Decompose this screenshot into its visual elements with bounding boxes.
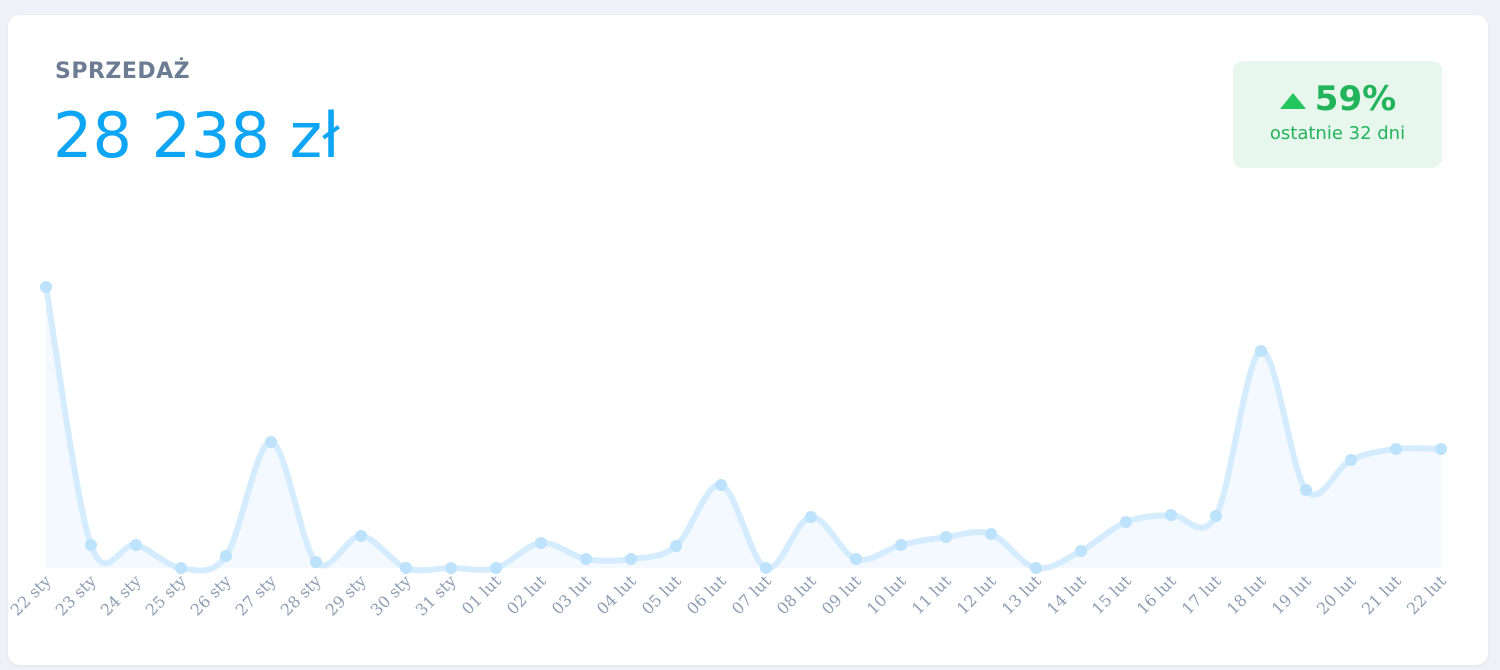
point (1120, 515, 1132, 528)
area (46, 287, 1441, 571)
x-tick-label: 22 lut (1403, 571, 1450, 618)
x-tick-label: 14 lut (1043, 571, 1090, 618)
x-tick-label: 31 sty (412, 571, 460, 619)
x-tick-label: 08 lut (773, 571, 820, 618)
point (400, 562, 412, 574)
x-tick-label: 10 lut (863, 571, 910, 618)
x-tick-label: 26 sty (187, 571, 235, 619)
x-tick-label: 05 lut (638, 571, 685, 618)
point (895, 538, 907, 551)
point (535, 537, 547, 550)
up-arrow-icon (1279, 92, 1306, 109)
x-tick-label: 21 lut (1358, 571, 1405, 618)
x-tick-label: 30 sty (367, 571, 415, 619)
x-tick-label: 27 sty (232, 571, 280, 619)
point (355, 529, 367, 542)
x-tick-label: 03 lut (548, 571, 595, 618)
x-tick-label: 12 lut (953, 571, 1000, 618)
x-tick-label: 17 lut (1178, 571, 1225, 618)
point (625, 553, 637, 566)
point (940, 531, 952, 544)
point (1210, 510, 1222, 523)
x-tick-label: 16 lut (1133, 571, 1180, 618)
x-tick-label: 02 lut (503, 571, 550, 618)
x-tick-label: 24 sty (97, 571, 145, 619)
x-tick-label: 19 lut (1268, 571, 1315, 618)
change-caption: ostatnie 32 dni (1269, 123, 1406, 144)
change-badge: 59% ostatnie 32 dni (1233, 61, 1442, 168)
point (130, 538, 142, 551)
point (40, 281, 52, 293)
x-tick-label: 04 lut (593, 571, 640, 618)
change-percent: 59% (1314, 79, 1397, 119)
x-tick-label: 09 lut (818, 571, 865, 618)
x-tick-label: 07 lut (728, 571, 775, 618)
x-tick-label: 01 lut (458, 571, 505, 618)
x-tick-label: 18 lut (1223, 571, 1270, 618)
x-tick-label: 23 sty (52, 571, 100, 619)
point (1075, 544, 1087, 557)
point (1030, 562, 1042, 574)
x-tick-label: 06 lut (683, 571, 730, 618)
point (490, 562, 502, 574)
x-tick-label: 25 sty (142, 571, 190, 619)
card-title: SPRZEDAŻ (55, 59, 191, 84)
point (310, 556, 322, 569)
x-tick-label: 29 sty (322, 571, 370, 619)
point (1255, 345, 1267, 358)
point (220, 549, 232, 562)
change-row: 59% (1233, 79, 1442, 119)
x-tick-label: 28 sty (277, 571, 325, 619)
sales-total: 28 238 zł (53, 99, 340, 172)
point (85, 538, 97, 551)
x-tick-label: 15 lut (1088, 571, 1135, 618)
x-tick-label: 11 lut (908, 571, 955, 618)
point (805, 510, 817, 523)
point (1165, 508, 1177, 521)
x-tick-label: 20 lut (1313, 571, 1360, 618)
x-tick-label: 13 lut (998, 571, 1045, 618)
point (760, 562, 772, 574)
point (985, 528, 997, 541)
point (850, 553, 862, 566)
point (1390, 442, 1402, 455)
point (715, 478, 727, 491)
point (175, 562, 187, 574)
point (580, 553, 592, 566)
point (670, 540, 682, 553)
point (1300, 483, 1312, 496)
x-tick-label: 22 sty (7, 571, 55, 619)
point (445, 562, 457, 574)
point (1435, 442, 1447, 455)
point (1345, 453, 1357, 466)
point (265, 435, 277, 448)
line (43, 284, 1444, 574)
